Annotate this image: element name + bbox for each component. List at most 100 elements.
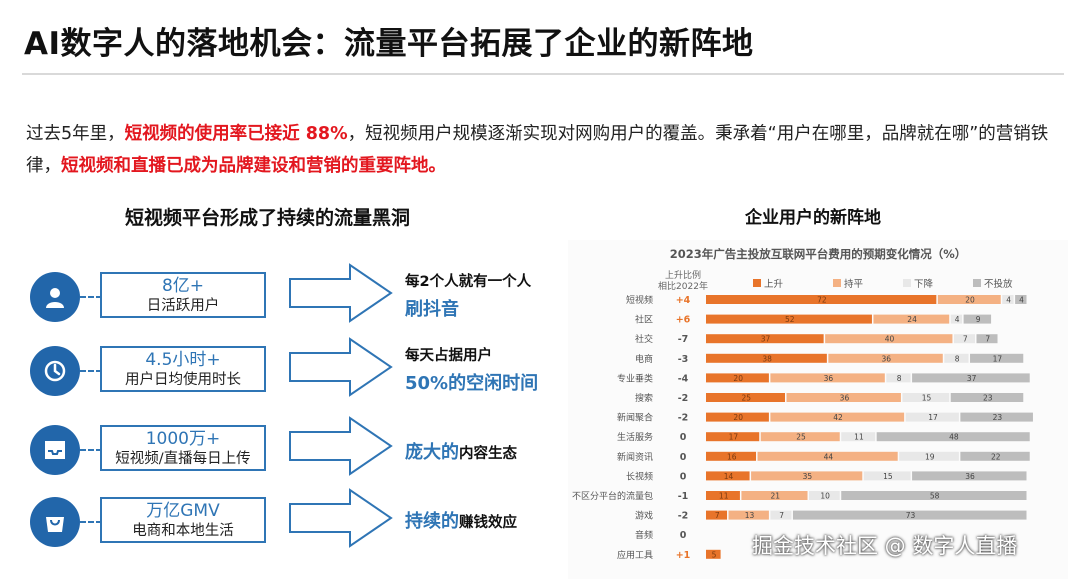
bar-value-label: 4: [955, 315, 960, 324]
bar-segment: [706, 373, 769, 383]
bar-value-label: 17: [928, 413, 938, 422]
bar-value-label: 48: [949, 433, 959, 442]
category-label: 应用工具: [617, 549, 653, 561]
bar-segment: [912, 373, 1030, 383]
bar-segment: [841, 432, 876, 442]
right-section-heading: 企业用户的新阵地: [745, 208, 881, 228]
upload-tray-icon: [30, 425, 80, 475]
bar-segment: [786, 393, 901, 402]
stat-highlight-plain: 赚钱效应: [459, 515, 517, 531]
stat-label: 短视频/直播每日上传: [115, 451, 251, 467]
arrow-right-icon: [289, 488, 393, 548]
stat-box: 1000万+ 短视频/直播每日上传: [100, 425, 266, 471]
legend-swatch: [903, 279, 911, 287]
bar-value-label: 72: [817, 296, 827, 305]
bar-value-label: 20: [733, 413, 743, 422]
bar-segment: [706, 314, 872, 324]
bar-segment: [706, 432, 760, 442]
bar-value-label: 23: [983, 394, 993, 403]
intro-text-2: ，短视频用户规模逐渐实现对网购用户的覆盖。秉承着“用户在哪里，品牌就在哪”的营销…: [26, 124, 1049, 176]
bar-segment: [770, 510, 792, 520]
change-value: -4: [678, 373, 689, 384]
bar-value-label: 24: [907, 315, 917, 324]
stat-highlight-plain: 内容生态: [459, 446, 517, 462]
stat-highlight: 刷抖音: [405, 299, 459, 320]
bar-value-label: 17: [729, 433, 739, 442]
bar-value-label: 73: [906, 511, 916, 520]
bar-value-label: 15: [922, 394, 932, 403]
stat-value: 8亿+: [161, 276, 205, 296]
bar-value-label: 4: [1006, 296, 1011, 305]
category-label: 新闻资讯: [617, 451, 653, 463]
bar-segment: [876, 432, 1030, 442]
bar-segment: [760, 432, 840, 442]
intro-text-1: 过去5年里，: [26, 124, 125, 144]
bar-value-label: 17: [993, 354, 1003, 363]
bar-value-label: 5: [712, 550, 717, 559]
bar-segment: [970, 353, 1024, 363]
stat-row-content-uploads: 1000万+ 短视频/直播每日上传 庞大的内容生态: [0, 416, 560, 488]
category-label: 音频: [635, 529, 653, 541]
category-label: 短视频: [626, 294, 653, 306]
change-header-line2: 相比2022年: [658, 280, 708, 292]
bar-value-label: 37: [967, 374, 977, 383]
bar-value-label: 8: [897, 374, 902, 383]
stat-label: 用户日均使用时长: [125, 372, 241, 388]
change-value: -2: [678, 511, 689, 522]
category-label: 长视频: [626, 470, 653, 482]
bar-segment: [706, 491, 740, 500]
bar-segment: [706, 295, 937, 304]
user-icon: [30, 272, 80, 322]
intro-paragraph: 过去5年里，短视频的使用率已接近 88%，短视频用户规模逐渐实现对网购用户的覆盖…: [26, 118, 1066, 182]
stat-label: 日活跃用户: [146, 298, 220, 314]
left-section-heading: 短视频平台形成了持续的流量黑洞: [125, 207, 411, 229]
bar-segment: [706, 510, 728, 520]
chart-title: 2023年广告主投放互联网平台费用的预期变化情况（%）: [670, 247, 967, 261]
stat-highlight: 持续的赚钱效应: [405, 507, 517, 533]
title-divider: [22, 73, 1064, 75]
bar-segment: [706, 549, 721, 559]
category-label: 社交: [635, 333, 653, 345]
stat-box: 8亿+ 日活跃用户: [100, 272, 266, 318]
bar-segment: [841, 491, 1027, 500]
bar-segment: [1015, 295, 1027, 304]
bar-value-label: 22: [991, 452, 1001, 461]
connector-line: [80, 521, 102, 523]
bar-segment: [792, 510, 1027, 520]
change-value: 0: [680, 471, 687, 482]
category-label: 生活服务: [617, 431, 653, 443]
change-value: -7: [678, 334, 689, 345]
category-label: 游戏: [635, 510, 653, 522]
legend-swatch: [833, 279, 841, 287]
connector-line: [80, 296, 102, 298]
bar-segment: [960, 412, 1033, 422]
stat-highlight: 50%的空闲时间: [405, 373, 539, 394]
bar-value-label: 7: [779, 511, 784, 520]
stat-box: 万亿GMV 电商和本地生活: [100, 497, 266, 543]
legend-label: 上升: [764, 279, 784, 290]
bar-value-label: 44: [824, 452, 834, 461]
category-label: 新闻聚合: [617, 412, 653, 424]
bar-segment: [976, 334, 998, 344]
bar-segment: [770, 412, 905, 422]
bar-segment: [960, 451, 1030, 461]
stat-highlight-strong: 持续的: [405, 511, 459, 532]
category-label: 电商: [635, 353, 653, 365]
bar-value-label: 23: [993, 413, 1003, 422]
change-value: 0: [680, 530, 687, 541]
bar-segment: [825, 334, 953, 344]
bar-value-label: 52: [785, 315, 795, 324]
stat-row-daily-users: 8亿+ 日活跃用户 每2个人就有一个人 刷抖音: [0, 263, 560, 335]
bar-value-label: 21: [770, 492, 780, 501]
bar-segment: [706, 412, 769, 422]
bar-value-label: 42: [833, 413, 843, 422]
bar-value-label: 38: [762, 354, 772, 363]
bar-segment: [770, 373, 885, 383]
stat-value: 4.5小时+: [145, 350, 221, 370]
stat-row-gmv: 万亿GMV 电商和本地生活 持续的赚钱效应: [0, 488, 560, 560]
bar-segment: [863, 471, 911, 481]
bar-segment: [741, 491, 808, 500]
connector-line: [80, 370, 102, 372]
bar-value-label: 25: [796, 433, 806, 442]
